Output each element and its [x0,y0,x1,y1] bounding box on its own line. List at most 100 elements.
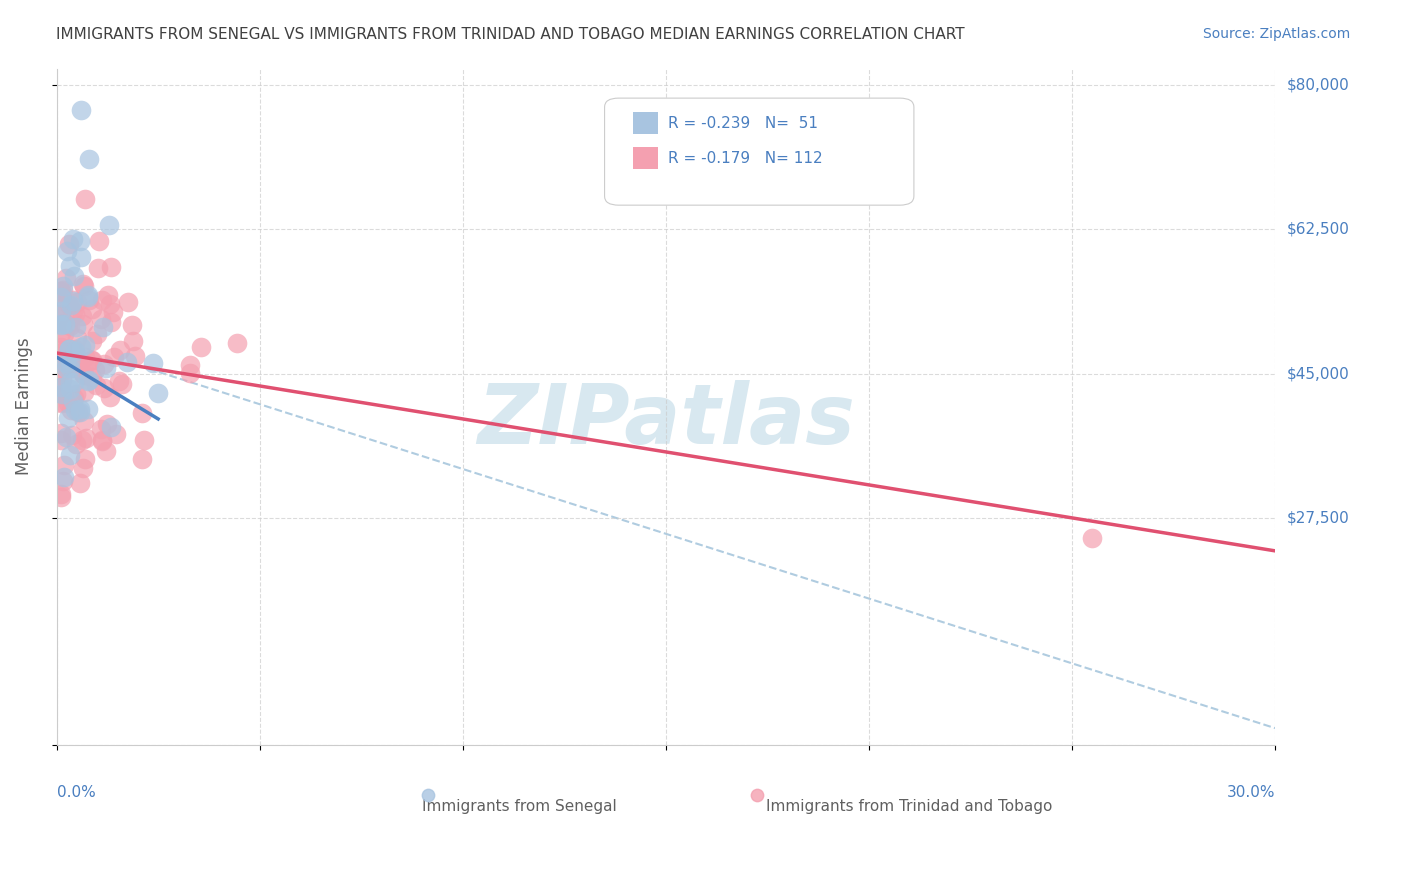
Point [49,394,72,409]
Point [69,476,91,491]
Point [52,327,75,342]
Point [53,458,76,473]
Point [72,384,94,399]
Point [49,425,72,440]
Point [93,357,115,371]
Point [58,342,80,356]
Point [49,301,72,315]
Point [49,383,72,397]
Point [100,314,122,328]
Point [80,334,103,348]
Point [51,283,73,297]
Point [77,373,100,387]
Point [179,367,201,381]
Point [100,260,122,274]
Point [77,288,100,302]
Point [69,361,91,376]
Point [73,413,96,427]
Point [111,376,134,391]
Point [51,387,73,401]
Point [51,380,73,394]
Point [72,277,94,292]
Point [56,395,79,409]
Point [56,356,79,370]
Point [49,290,72,304]
Point [69,353,91,368]
Point [122,334,145,349]
Point [86,326,108,341]
Point [70,340,93,354]
Point [59,318,82,333]
Text: R = -0.179   N= 112: R = -0.179 N= 112 [668,152,823,166]
Point [59,402,82,417]
Point [108,374,131,388]
Point [103,350,125,364]
Point [49,318,72,332]
Point [49,341,72,355]
Point [59,382,82,396]
Point [55,361,77,376]
Point [62,293,84,307]
Point [59,298,82,312]
Text: $80,000: $80,000 [1288,78,1350,93]
Point [179,358,201,372]
Point [59,354,82,368]
Point [62,393,84,408]
Point [90,434,112,449]
Point [1284,738,1306,752]
Point [98,218,121,232]
Point [69,405,91,419]
Point [49,285,72,300]
Point [97,288,120,302]
Point [131,406,153,420]
Point [62,304,84,318]
Point [49,326,72,340]
Point [69,402,91,417]
Text: 0.0%: 0.0% [56,785,96,800]
Point [49,359,72,374]
Text: $45,000: $45,000 [1288,366,1350,381]
Point [65,342,87,356]
Point [72,434,94,448]
Point [73,192,96,206]
Point [96,417,118,431]
Point [63,391,86,405]
Point [190,340,212,354]
Point [84,363,107,377]
Text: ZIPatlas: ZIPatlas [477,380,855,460]
Y-axis label: Median Earnings: Median Earnings [15,338,32,475]
Point [70,103,93,117]
Point [93,381,115,395]
Point [73,337,96,351]
Point [124,349,146,363]
Point [56,410,79,425]
Point [72,460,94,475]
Point [49,304,72,318]
Point [55,356,77,370]
Point [59,358,82,372]
Point [91,319,114,334]
Point [142,356,165,370]
Point [98,296,121,310]
Point [117,295,139,310]
Point [51,373,73,387]
Point [58,237,80,252]
Point [69,234,91,248]
Point [63,344,86,359]
Point [56,318,79,332]
Point [76,402,98,417]
Point [60,361,83,376]
Point [132,434,155,448]
Point [59,259,82,273]
Point [49,353,72,368]
Point [146,386,169,401]
Point [62,293,84,308]
Point [90,312,112,326]
Point [73,279,96,293]
Point [49,318,72,332]
Point [58,349,80,363]
Point [77,152,100,166]
Point [73,368,96,382]
Point [49,284,72,298]
Point [131,451,153,466]
